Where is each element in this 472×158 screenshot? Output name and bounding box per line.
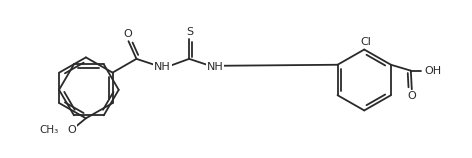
Text: CH₃: CH₃ xyxy=(40,125,59,135)
Text: Cl: Cl xyxy=(361,37,371,47)
Text: NH: NH xyxy=(207,62,223,72)
Text: O: O xyxy=(407,91,416,101)
Text: NH: NH xyxy=(154,62,171,72)
Text: S: S xyxy=(186,27,194,37)
Text: O: O xyxy=(123,29,132,39)
Text: OH: OH xyxy=(425,66,442,76)
Text: O: O xyxy=(67,125,76,135)
